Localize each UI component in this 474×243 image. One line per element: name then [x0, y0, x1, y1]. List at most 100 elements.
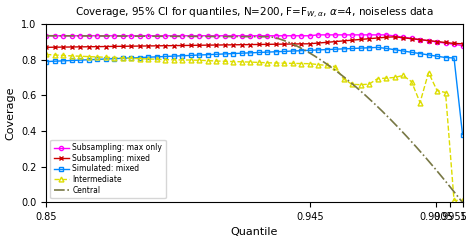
Intermediate: [111, 56, 117, 59]
Simulated: mixed: (0.948, 0.855): mixed: (0.948, 0.855): [315, 49, 321, 52]
Intermediate: [154, 58, 160, 61]
Intermediate: [179, 59, 185, 61]
Subsampling: max only: (0.914, 0.935): max only: (0.914, 0.935): [222, 34, 228, 37]
Subsampling: max only: (0.972, 0.94): max only: (0.972, 0.94): [383, 33, 389, 36]
Intermediate: [460, 199, 465, 202]
Subsampling: max only: (0.911, 0.935): max only: (0.911, 0.935): [213, 34, 219, 37]
Subsampling: max only: (0.93, 0.935): max only: (0.93, 0.935): [264, 34, 270, 37]
Subsampling: max only: (0.963, 0.94): max only: (0.963, 0.94): [358, 33, 364, 36]
Subsampling: mixed: (0.997, 0.892): mixed: (0.997, 0.892): [451, 42, 457, 45]
Subsampling: mixed: (0.853, 0.871): mixed: (0.853, 0.871): [52, 46, 57, 49]
Intermediate: [60, 54, 66, 57]
Intermediate: [43, 53, 49, 56]
Subsampling: mixed: (0.893, 0.879): mixed: (0.893, 0.879): [162, 44, 168, 47]
Subsampling: mixed: (0.988, 0.908): mixed: (0.988, 0.908): [426, 39, 431, 42]
Subsampling: mixed: (0.865, 0.873): mixed: (0.865, 0.873): [86, 45, 91, 48]
Subsampling: max only: (0.865, 0.935): max only: (0.865, 0.935): [86, 34, 91, 37]
Simulated: mixed: (0.899, 0.823): mixed: (0.899, 0.823): [179, 54, 185, 57]
Line: Simulated: mixed: Simulated: mixed: [44, 45, 465, 137]
Subsampling: max only: (0.994, 0.893): max only: (0.994, 0.893): [443, 42, 448, 45]
Subsampling: mixed: (0.902, 0.881): mixed: (0.902, 0.881): [188, 44, 193, 47]
Intermediate: [281, 62, 287, 65]
Subsampling: max only: (0.951, 0.94): max only: (0.951, 0.94): [324, 33, 329, 36]
Central: [421, 154, 427, 157]
Subsampling: max only: (0.927, 0.935): max only: (0.927, 0.935): [256, 34, 262, 37]
Intermediate: [205, 59, 210, 62]
Subsampling: mixed: (0.936, 0.888): mixed: (0.936, 0.888): [281, 43, 287, 46]
Subsampling: mixed: (0.951, 0.898): mixed: (0.951, 0.898): [324, 41, 329, 44]
Simulated: mixed: (0.936, 0.847): mixed: (0.936, 0.847): [281, 50, 287, 53]
Intermediate: [128, 57, 134, 60]
Subsampling: max only: (0.868, 0.935): max only: (0.868, 0.935): [94, 34, 100, 37]
Subsampling: mixed: (0.923, 0.885): mixed: (0.923, 0.885): [247, 43, 253, 46]
Subsampling: mixed: (0.93, 0.887): mixed: (0.93, 0.887): [264, 43, 270, 46]
Subsampling: max only: (0.976, 0.934): max only: (0.976, 0.934): [392, 35, 397, 37]
Subsampling: max only: (0.884, 0.935): max only: (0.884, 0.935): [137, 34, 143, 37]
Simulated: mixed: (0.893, 0.819): mixed: (0.893, 0.819): [162, 55, 168, 58]
Subsampling: max only: (0.985, 0.914): max only: (0.985, 0.914): [417, 38, 423, 41]
Subsampling: mixed: (0.957, 0.906): mixed: (0.957, 0.906): [341, 39, 346, 42]
Intermediate: [383, 77, 389, 80]
Simulated: mixed: (0.945, 0.853): mixed: (0.945, 0.853): [307, 49, 312, 52]
Subsampling: mixed: (0.96, 0.91): mixed: (0.96, 0.91): [349, 39, 355, 42]
Subsampling: max only: (0.92, 0.935): max only: (0.92, 0.935): [239, 34, 245, 37]
Subsampling: max only: (0.923, 0.935): max only: (0.923, 0.935): [247, 34, 253, 37]
Subsampling: max only: (0.908, 0.935): max only: (0.908, 0.935): [205, 34, 210, 37]
Simulated: mixed: (0.884, 0.812): mixed: (0.884, 0.812): [137, 56, 143, 59]
Simulated: mixed: (0.939, 0.849): mixed: (0.939, 0.849): [290, 50, 295, 52]
Intermediate: [358, 83, 364, 86]
Simulated: mixed: (0.976, 0.857): mixed: (0.976, 0.857): [392, 48, 397, 51]
Subsampling: max only: (0.945, 0.935): max only: (0.945, 0.935): [307, 34, 312, 37]
Subsampling: mixed: (0.896, 0.88): mixed: (0.896, 0.88): [171, 44, 176, 47]
Intermediate: [324, 64, 329, 67]
Subsampling: max only: (0.966, 0.94): max only: (0.966, 0.94): [366, 33, 372, 36]
Simulated: mixed: (0.871, 0.804): mixed: (0.871, 0.804): [103, 58, 109, 61]
Subsampling: mixed: (0.859, 0.872): mixed: (0.859, 0.872): [69, 45, 74, 48]
Subsampling: max only: (0.853, 0.935): max only: (0.853, 0.935): [52, 34, 57, 37]
Intermediate: [443, 91, 448, 94]
Simulated: mixed: (0.914, 0.833): mixed: (0.914, 0.833): [222, 52, 228, 55]
Simulated: mixed: (1, 0.38): mixed: (1, 0.38): [460, 133, 465, 136]
Subsampling: mixed: (0.85, 0.87): mixed: (0.85, 0.87): [43, 46, 49, 49]
Subsampling: max only: (0.936, 0.935): max only: (0.936, 0.935): [281, 34, 287, 37]
Simulated: mixed: (0.972, 0.864): mixed: (0.972, 0.864): [383, 47, 389, 50]
Subsampling: max only: (0.859, 0.935): max only: (0.859, 0.935): [69, 34, 74, 37]
Intermediate: [273, 61, 278, 64]
Subsampling: mixed: (0.994, 0.897): mixed: (0.994, 0.897): [443, 41, 448, 44]
Simulated: mixed: (0.902, 0.825): mixed: (0.902, 0.825): [188, 54, 193, 57]
Central: [460, 201, 465, 204]
Simulated: mixed: (0.862, 0.798): mixed: (0.862, 0.798): [77, 59, 83, 61]
Subsampling: mixed: (0.908, 0.882): mixed: (0.908, 0.882): [205, 44, 210, 47]
Intermediate: [188, 59, 193, 61]
Intermediate: [400, 74, 406, 77]
Simulated: mixed: (0.89, 0.817): mixed: (0.89, 0.817): [154, 55, 160, 58]
Subsampling: max only: (0.89, 0.935): max only: (0.89, 0.935): [154, 34, 160, 37]
Simulated: mixed: (0.982, 0.842): mixed: (0.982, 0.842): [409, 51, 414, 54]
Intermediate: [366, 83, 372, 86]
Simulated: mixed: (0.917, 0.835): mixed: (0.917, 0.835): [230, 52, 236, 55]
Intermediate: [392, 76, 397, 79]
Intermediate: [146, 58, 151, 61]
Simulated: mixed: (0.85, 0.79): mixed: (0.85, 0.79): [43, 60, 49, 63]
Line: Central: Central: [46, 36, 463, 202]
Intermediate: [86, 55, 91, 58]
Legend: Subsampling: max only, Subsampling: mixed, Simulated: mixed, Intermediate, Centr: Subsampling: max only, Subsampling: mixe…: [50, 139, 166, 198]
Subsampling: max only: (1, 0.88): max only: (1, 0.88): [460, 44, 465, 47]
Intermediate: [247, 61, 253, 63]
Intermediate: [94, 55, 100, 58]
Central: [45, 34, 50, 37]
Simulated: mixed: (0.887, 0.814): mixed: (0.887, 0.814): [146, 56, 151, 59]
Subsampling: mixed: (0.954, 0.902): mixed: (0.954, 0.902): [332, 40, 338, 43]
Subsampling: max only: (0.871, 0.935): max only: (0.871, 0.935): [103, 34, 109, 37]
Simulated: mixed: (0.865, 0.8): mixed: (0.865, 0.8): [86, 58, 91, 61]
Simulated: mixed: (0.96, 0.863): mixed: (0.96, 0.863): [349, 47, 355, 50]
Intermediate: [375, 77, 381, 80]
Intermediate: [451, 199, 457, 202]
Subsampling: max only: (0.878, 0.935): max only: (0.878, 0.935): [120, 34, 126, 37]
Subsampling: max only: (0.893, 0.935): max only: (0.893, 0.935): [162, 34, 168, 37]
Subsampling: max only: (0.979, 0.927): max only: (0.979, 0.927): [400, 36, 406, 39]
Intermediate: [349, 83, 355, 86]
Intermediate: [52, 53, 57, 56]
Intermediate: [417, 101, 423, 104]
Line: Subsampling: max only: Subsampling: max only: [44, 33, 465, 48]
